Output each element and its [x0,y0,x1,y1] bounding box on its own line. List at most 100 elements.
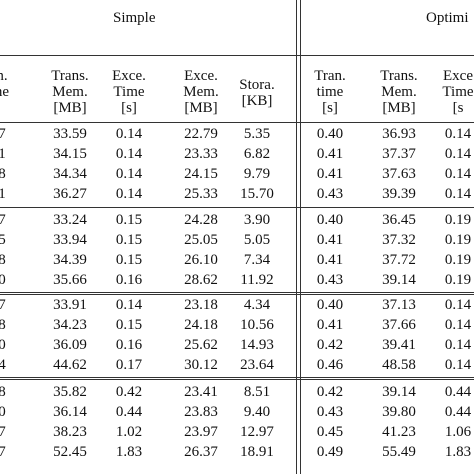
column-header-line: [s] [322,100,338,116]
table-cell: 0.19 [444,272,472,288]
table-cell: 18.91 [240,444,274,460]
table-cell: 37.13 [382,297,416,313]
column-header-line: Mem. [52,84,88,100]
header-rule [0,122,474,123]
table-cell: 25.62 [184,337,218,353]
table-cell: 24.18 [184,317,218,333]
table-cell: 0.40 [316,297,344,313]
column-header-line: Time [442,84,474,100]
column-header-line: [s] [121,100,137,116]
table-cell: 0.14 [444,297,472,313]
table-cell: 23.41 [184,384,218,400]
table-cell: 0.43 [316,272,344,288]
table-cell: 0.41 [316,146,344,162]
table-cell: 4.34 [243,297,271,313]
table-cell: 0.16 [115,272,143,288]
table-cell: 35.66 [53,272,87,288]
column-header-line: Trans. [380,68,418,84]
table-cell: 52.45 [53,444,87,460]
column-header-line: time [316,84,344,100]
table-cell: 0.14 [444,166,472,182]
table-cell: 37.72 [382,252,416,268]
table-cell: 0.40 [316,212,344,228]
table-cell: 14.93 [240,337,274,353]
table-cell: 0 [0,272,6,288]
column-header-line: [s [452,100,464,116]
column-header: Stora. [KB] [232,77,282,109]
table-cell: 34.23 [53,317,87,333]
column-header-line: Mem. [183,84,219,100]
table-cell: 0.14 [115,186,143,202]
table-cell: 1.83 [115,444,143,460]
column-header: Trans. Mem. [MB] [40,68,100,116]
column-header: Exce. Time [s] [104,68,154,116]
table-cell: 0.15 [115,212,143,228]
block-rule-3 [0,377,474,378]
table-cell: 0 [0,404,6,420]
column-header-line: Exce [443,68,473,84]
group-divider-right [300,0,301,474]
table-cell: 0.41 [316,252,344,268]
table-cell: 26.10 [184,252,218,268]
table-cell: 12.97 [240,424,274,440]
table-cell: 37.32 [382,232,416,248]
column-header-line: [MB] [53,100,87,116]
table-cell: 1 [0,146,6,162]
table-cell: 0.17 [115,357,143,373]
table-cell: 0.42 [316,337,344,353]
column-header-line: n. [0,68,8,84]
block-rule-2b [0,294,474,295]
column-header-line: Time [113,84,145,100]
column-header-line: Exce. [184,68,218,84]
table-cell: 0.46 [316,357,344,373]
table-cell: 0 [0,337,6,353]
table-cell: 6.82 [243,146,271,162]
table-cell: 39.41 [382,337,416,353]
table-cell: 0.16 [115,337,143,353]
table-cell: 23.97 [184,424,218,440]
table-cell: 39.14 [382,384,416,400]
table-cell: 0.49 [316,444,344,460]
table-cell: 8 [0,166,6,182]
block-rule-2 [0,292,474,293]
table-cell: 4 [0,357,6,373]
table-cell: 7 [0,126,6,142]
table-cell: 10.56 [240,317,274,333]
table-cell: 36.09 [53,337,87,353]
block-rule-3b [0,379,474,380]
table-cell: 33.94 [53,232,87,248]
table-cell: 0.14 [115,146,143,162]
table-cell: 37.63 [382,166,416,182]
table-cell: 0.14 [444,186,472,202]
table-cell: 7 [0,212,6,228]
table-cell: 48.58 [382,357,416,373]
table-cell: 33.24 [53,212,87,228]
column-header: Exce. Mem. [MB] [171,68,231,116]
table-cell: 0.14 [444,146,472,162]
table-cell: 1.83 [444,444,472,460]
table-cell: 0.14 [115,166,143,182]
table-cell: 33.91 [53,297,87,313]
table-cell: 7 [0,424,6,440]
table-cell: 39.39 [382,186,416,202]
table-cell: 38.23 [53,424,87,440]
table-cell: 7 [0,444,6,460]
table-cell: 0.45 [316,424,344,440]
column-header-line: ne [0,84,10,100]
table-cell: 7 [0,297,6,313]
group-header-optimized: Optimi [426,10,469,26]
table-cell: 33.59 [53,126,87,142]
table-cell: 22.79 [184,126,218,142]
column-header: Trans. Mem. [MB] [369,68,429,116]
table-cell: 11.92 [240,272,274,288]
table-cell: 0.19 [444,232,472,248]
table-cell: 0.19 [444,212,472,228]
table-cell: 0.44 [115,404,143,420]
column-header-line: Mem. [381,84,417,100]
table-cell: 0.14 [444,126,472,142]
table-cell: 0.41 [316,232,344,248]
column-header-line: Trans. [51,68,89,84]
column-header-line: [MB] [184,100,218,116]
table-cell: 36.27 [53,186,87,202]
